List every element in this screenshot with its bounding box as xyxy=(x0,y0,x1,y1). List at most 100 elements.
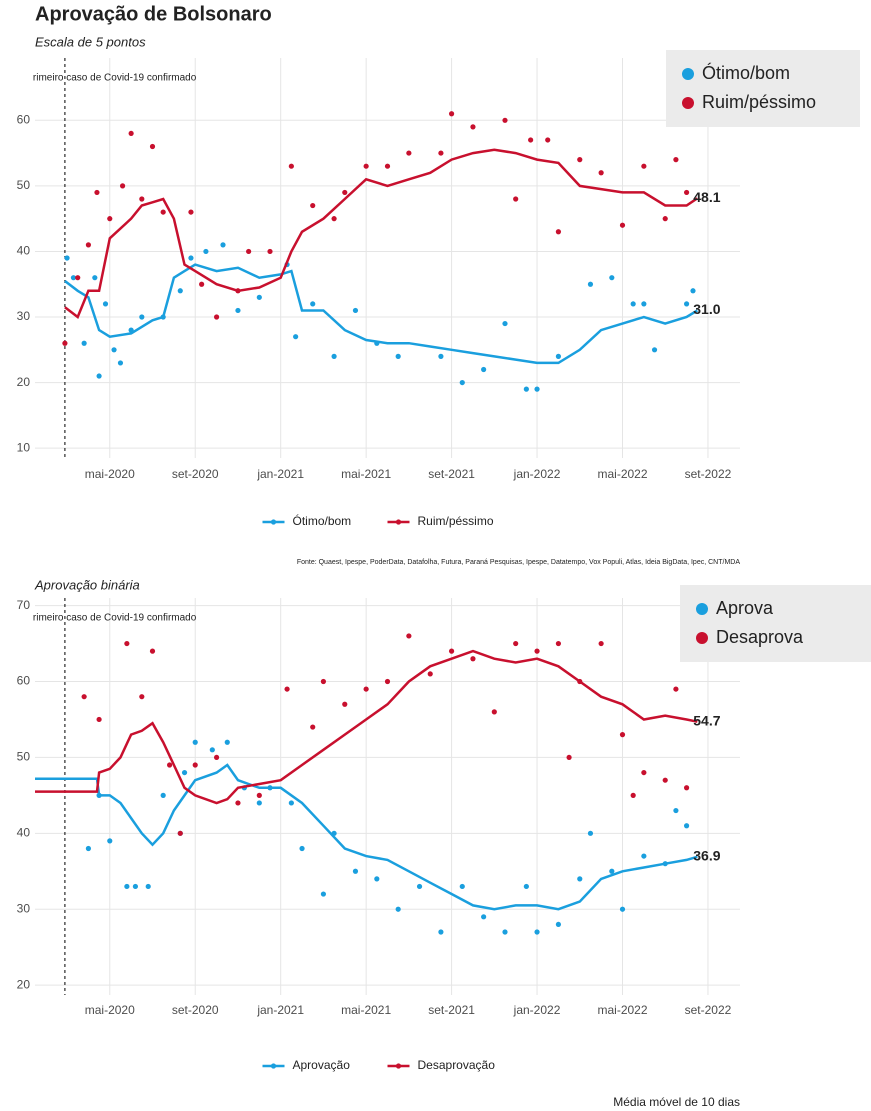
data-point xyxy=(545,137,551,143)
data-point xyxy=(310,301,316,307)
data-point xyxy=(577,157,583,163)
data-point xyxy=(523,386,529,392)
data-point xyxy=(166,762,173,768)
x-tick-label: set-2022 xyxy=(685,1003,732,1017)
data-point xyxy=(139,314,145,320)
data-point xyxy=(288,163,294,169)
data-point xyxy=(502,320,508,327)
data-point xyxy=(62,340,68,346)
data-point xyxy=(293,334,299,340)
legend-label: Ruim/péssimo xyxy=(418,514,494,528)
data-point xyxy=(534,386,540,392)
data-point xyxy=(209,747,215,753)
x-tick-label: jan-2022 xyxy=(513,1003,561,1017)
data-point xyxy=(92,275,98,281)
y-tick-label: 20 xyxy=(17,375,31,389)
x-tick-label: set-2022 xyxy=(685,467,732,481)
data-point xyxy=(96,716,102,723)
legend-label: Ótimo/bom xyxy=(293,513,352,528)
data-point xyxy=(438,150,444,156)
data-point xyxy=(673,157,679,163)
data-point xyxy=(534,648,540,654)
legend-label: Desaprovação xyxy=(418,1058,496,1072)
data-point xyxy=(459,379,465,386)
data-point xyxy=(683,301,690,307)
data-point xyxy=(513,196,519,202)
data-point xyxy=(128,130,134,137)
data-point xyxy=(132,883,139,890)
data-point xyxy=(619,222,626,228)
legend-key xyxy=(270,1063,277,1069)
data-point xyxy=(481,366,487,373)
data-point xyxy=(256,792,262,798)
data-point xyxy=(374,876,380,882)
series-line xyxy=(35,649,698,805)
data-point xyxy=(177,288,183,294)
legend-key xyxy=(270,519,277,525)
data-point xyxy=(102,301,109,307)
data-point xyxy=(124,640,130,647)
annotation: rimeiro caso de Covid-19 confirmado xyxy=(33,613,197,624)
data-point xyxy=(342,189,348,196)
data-point xyxy=(81,694,87,700)
data-point xyxy=(64,255,70,261)
data-point xyxy=(416,883,423,890)
data-point xyxy=(577,876,583,882)
data-point xyxy=(160,209,166,215)
data-point xyxy=(641,769,647,776)
data-point xyxy=(395,353,401,359)
data-point xyxy=(630,301,636,307)
data-point xyxy=(566,754,572,761)
series-line xyxy=(35,763,698,911)
annotation: rimeiro caso de Covid-19 confirmado xyxy=(33,73,197,84)
data-point xyxy=(683,189,690,196)
data-point xyxy=(192,739,198,745)
x-tick-label: set-2021 xyxy=(428,467,475,481)
inset-legend xyxy=(680,585,871,662)
data-point xyxy=(363,163,369,169)
data-point xyxy=(331,353,337,359)
data-point xyxy=(107,216,113,222)
data-point xyxy=(470,124,476,130)
data-point xyxy=(310,724,316,730)
data-point xyxy=(235,307,241,314)
data-point xyxy=(641,163,647,169)
data-point xyxy=(534,929,540,935)
data-point xyxy=(555,353,562,359)
data-point xyxy=(94,189,100,196)
data-point xyxy=(662,777,668,783)
data-point xyxy=(284,686,290,692)
data-point xyxy=(641,301,647,307)
data-point xyxy=(81,340,87,346)
data-point xyxy=(213,314,220,320)
data-point xyxy=(502,117,508,123)
x-tick-label: set-2020 xyxy=(172,467,219,481)
data-point xyxy=(683,785,690,791)
data-point xyxy=(342,701,348,707)
data-point xyxy=(256,800,262,806)
legend-key xyxy=(682,68,694,80)
data-point xyxy=(662,216,668,222)
y-tick-label: 40 xyxy=(17,244,31,258)
data-point xyxy=(139,694,145,700)
data-point xyxy=(690,288,696,294)
data-point xyxy=(587,281,594,287)
data-point xyxy=(177,830,183,836)
data-point xyxy=(502,929,508,935)
data-point xyxy=(555,921,562,928)
data-point xyxy=(598,640,604,647)
data-point xyxy=(188,209,194,215)
y-tick-label: 50 xyxy=(17,178,31,192)
data-point xyxy=(395,906,401,912)
data-point xyxy=(384,163,391,169)
y-tick-label: 30 xyxy=(17,901,31,915)
end-label: 31.0 xyxy=(693,301,720,317)
x-tick-label: set-2021 xyxy=(428,1003,475,1017)
data-point xyxy=(528,137,534,143)
data-point xyxy=(320,891,327,897)
legend-label: Ótimo/bom xyxy=(702,62,790,83)
data-point xyxy=(587,830,594,836)
legend-label: Aprovação xyxy=(293,1058,351,1072)
data-point xyxy=(149,143,156,150)
data-point xyxy=(119,183,126,189)
